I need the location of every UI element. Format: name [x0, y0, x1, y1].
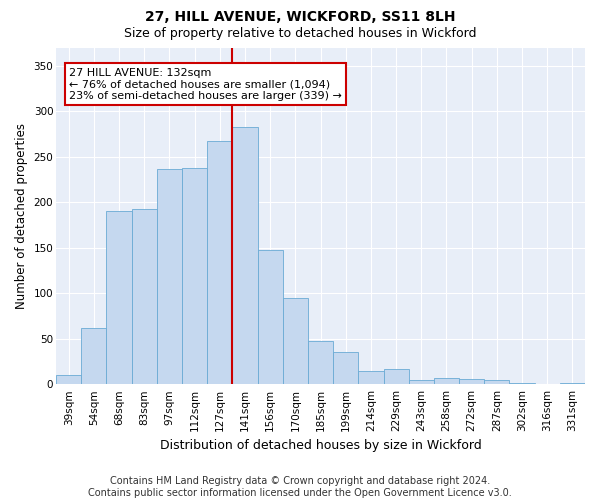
Bar: [232, 126, 257, 384]
Text: Contains HM Land Registry data © Crown copyright and database right 2024.
Contai: Contains HM Land Registry data © Crown c…: [88, 476, 512, 498]
Bar: [207, 141, 232, 384]
Bar: [484, 380, 509, 384]
Bar: [383, 368, 409, 384]
Bar: [131, 210, 157, 384]
Text: 27, HILL AVENUE, WICKFORD, SS11 8LH: 27, HILL AVENUE, WICKFORD, SS11 8LH: [145, 10, 455, 24]
Bar: [157, 168, 182, 384]
Bar: [182, 168, 207, 384]
Bar: [434, 378, 459, 384]
Text: 27 HILL AVENUE: 132sqm
← 76% of detached houses are smaller (1,094)
23% of semi-: 27 HILL AVENUE: 132sqm ← 76% of detached…: [69, 68, 342, 100]
Y-axis label: Number of detached properties: Number of detached properties: [15, 123, 28, 309]
X-axis label: Distribution of detached houses by size in Wickford: Distribution of detached houses by size …: [160, 440, 481, 452]
Bar: [333, 352, 358, 384]
Bar: [56, 375, 81, 384]
Bar: [283, 298, 308, 384]
Bar: [358, 370, 383, 384]
Bar: [106, 212, 131, 384]
Text: Size of property relative to detached houses in Wickford: Size of property relative to detached ho…: [124, 28, 476, 40]
Bar: [257, 250, 283, 384]
Bar: [308, 340, 333, 384]
Bar: [81, 328, 106, 384]
Bar: [459, 378, 484, 384]
Bar: [409, 380, 434, 384]
